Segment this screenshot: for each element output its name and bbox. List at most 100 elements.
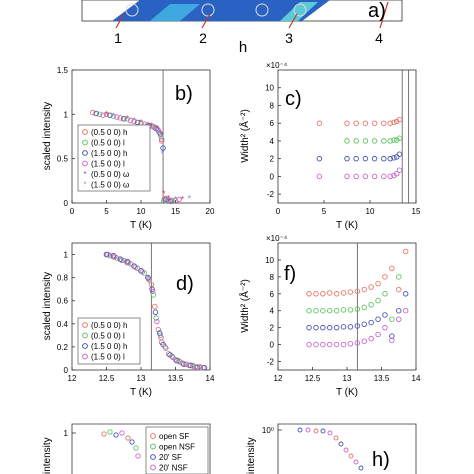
data-point: [131, 263, 137, 269]
data-point: [354, 306, 361, 312]
panel-g-legend-box: [145, 426, 209, 474]
data-point: [393, 154, 400, 160]
legend-marker: [150, 443, 156, 450]
data-point: *: [125, 114, 129, 124]
data-point: [368, 319, 374, 326]
panel-d-xlabel: T (K): [130, 387, 152, 398]
xtick-label: 0: [70, 207, 75, 216]
data-point: [320, 291, 326, 297]
data-point: [338, 441, 344, 447]
data-point: [358, 465, 364, 471]
panel-d-ylabel: scaled intensity: [42, 272, 53, 340]
data-point: [320, 341, 326, 348]
ytick-label: -2: [267, 358, 275, 367]
data-point: [313, 324, 319, 331]
panel-b-legend: (0.5 0 0) h (0.5 0 0) l (1.5 0 0) h (1.5…: [77, 124, 151, 192]
data-point: [320, 324, 326, 331]
data-point: [160, 145, 166, 151]
data-point: *: [155, 124, 159, 134]
panel-b-label: b): [175, 83, 193, 105]
data-point: [354, 288, 361, 295]
data-point: [393, 170, 400, 177]
xtick-label: 12: [68, 374, 77, 383]
data-point: [152, 303, 158, 310]
legend-marker: [82, 129, 88, 135]
data-point: [107, 429, 113, 435]
data-point: *: [112, 111, 116, 121]
ytick-label: 0: [64, 199, 69, 208]
data-point: [333, 341, 340, 348]
legend-marker-asterisk: *: [83, 181, 86, 190]
data-point: [354, 340, 361, 346]
data-point: [149, 286, 155, 292]
data-point: [396, 274, 402, 280]
data-point: [118, 257, 125, 264]
xtick-label: 5: [322, 207, 327, 216]
data-point: [316, 120, 323, 126]
data-point: [124, 258, 130, 265]
data-point: [110, 113, 117, 119]
h-marker-2: 2: [199, 30, 207, 46]
data-point: [152, 309, 159, 316]
panel-d: 12 12.5 13 13.5 14 0 0.2 0.4 0.6 0.8 1 d) T (K) sc…: [42, 242, 215, 398]
data-point: [333, 435, 339, 441]
data-point: [103, 111, 110, 118]
ytick-label: 0: [270, 341, 275, 350]
panel-b-xlabel: T (K): [130, 220, 152, 231]
legend-marker: [150, 433, 156, 439]
data-point: [402, 307, 409, 314]
data-point: [353, 138, 359, 144]
legend-entry: (1.5 0 0) h: [91, 342, 127, 351]
data-point: [340, 324, 347, 330]
data-point: [183, 361, 190, 367]
data-point: [368, 284, 374, 290]
data-point: [391, 155, 397, 161]
ytick-label: 4: [270, 307, 275, 316]
data-point: *: [188, 194, 192, 204]
ytick-label: 10: [265, 84, 274, 93]
data-point: *: [158, 127, 162, 137]
panel-h-data-cluster: [297, 427, 364, 471]
data-point: [313, 307, 319, 314]
panel-c-xlabel: T (K): [336, 220, 358, 231]
h-marker-1: 1: [114, 30, 122, 46]
data-point: [387, 138, 393, 144]
panel-a-colormap-highlight: [280, 2, 318, 21]
data-point: [353, 173, 359, 180]
data-point: [129, 439, 135, 445]
data-point: [169, 354, 176, 361]
data-point: [362, 173, 369, 180]
data-point: [402, 291, 409, 297]
marker-line-4: [379, 1, 389, 29]
ytick-label: 4: [270, 137, 275, 146]
ytick-label: -2: [267, 190, 275, 199]
data-point: [158, 133, 164, 140]
data-point: [135, 453, 141, 459]
data-point: [107, 112, 113, 118]
data-point: [391, 172, 397, 179]
data-point: [150, 123, 157, 130]
data-point: [320, 307, 326, 314]
data-point: [149, 288, 156, 295]
data-point: [327, 290, 333, 296]
data-point: [333, 307, 340, 314]
data-point: [347, 307, 354, 313]
panel-f-label: f): [284, 263, 296, 285]
data-point: [391, 119, 397, 126]
data-point: [347, 341, 354, 347]
marker-line-3: [288, 13, 298, 29]
xtick-label: 20: [206, 207, 215, 216]
data-point: [150, 292, 157, 298]
data-point: [160, 341, 166, 348]
data-point: [131, 118, 137, 125]
data-point: [114, 114, 120, 120]
data-point: [382, 274, 388, 280]
ytick-label: 0.6: [57, 297, 69, 306]
panel-f: 12 12.5 13 13.5 14 -2 0 2 4 6 8 10 ×10⁻⁴ f) T (K) W…: [238, 234, 421, 398]
data-point: [382, 291, 388, 297]
data-point: [396, 316, 402, 322]
panel-f-xlabel: T (K): [336, 387, 358, 398]
data-point: *: [167, 194, 171, 204]
data-point: [313, 341, 319, 348]
data-point: [375, 297, 381, 304]
